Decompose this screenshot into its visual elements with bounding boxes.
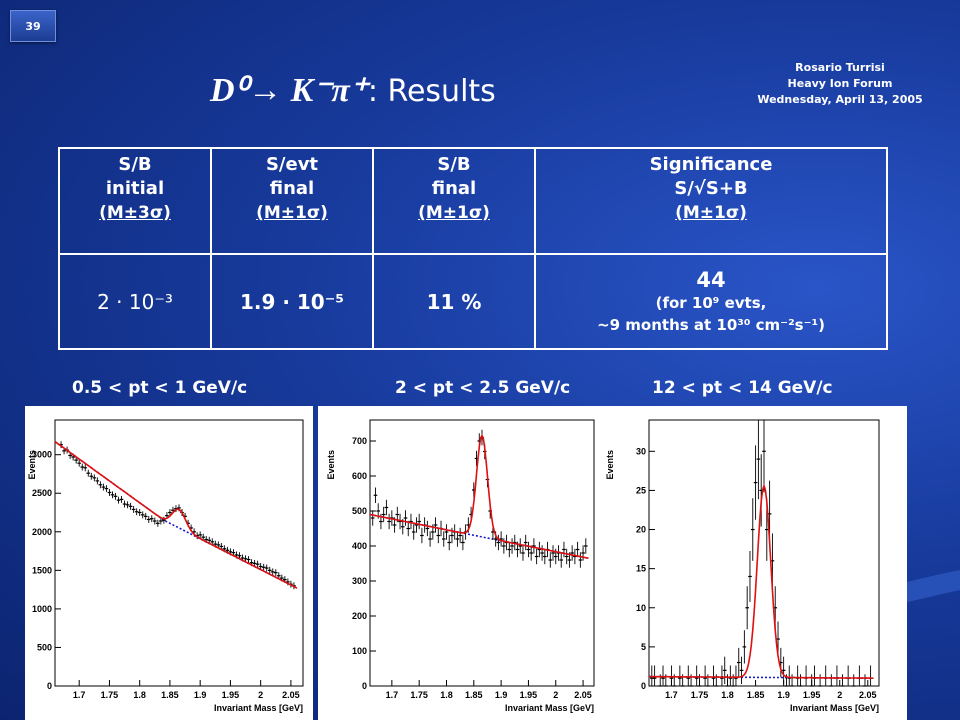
y-tick-label: 500	[352, 506, 367, 516]
header-sb-initial: S/B initial (M±3σ)	[58, 147, 212, 255]
x-tick-label: 2.05	[282, 690, 300, 700]
y-tick-label: 25	[636, 485, 646, 495]
y-tick-label: 2500	[32, 488, 52, 498]
panel-label-1: 0.5 < pt < 1 GeV/c	[72, 378, 248, 398]
x-tick-label: 1.9	[194, 690, 207, 700]
slide-meta: Rosario Turrisi Heavy Ion Forum Wednesda…	[740, 60, 940, 108]
header-line: initial	[105, 178, 165, 199]
value-s-evt-final: 1.9 · 10⁻⁵	[210, 253, 374, 350]
total-fit-line	[369, 433, 589, 559]
mass-plot-mid-pt: 0 100 200 300 400 500 600 700 1.7 1.75 1.8 1.85 1.9 1…	[318, 406, 606, 720]
table-row: 2 · 10⁻³ 1.9 · 10⁻⁵ 11 % 44 (for 10⁹ evt…	[58, 253, 888, 350]
results-table: S/B initial (M±3σ) S/evt final (M±1σ) S/…	[58, 147, 888, 350]
x-axis-label: Invariant Mass [GeV]	[214, 703, 303, 713]
value-significance: 44 (for 10⁹ evts, ~9 months at 10³⁰ cm⁻²…	[534, 253, 888, 350]
header-line: S/√S+B	[674, 178, 748, 199]
date: Wednesday, April 13, 2005	[757, 93, 923, 106]
x-tick-label: 2.05	[859, 690, 877, 700]
x-tick-label: 1.75	[410, 690, 428, 700]
mass-plot-low-pt: 0 500 1000 1500 2000 2500 3000 1.7 1.75 1.8 1.85 1.…	[25, 406, 313, 720]
header-line: (M±1σ)	[418, 203, 490, 223]
total-fit-line	[649, 483, 874, 680]
y-tick-label: 100	[352, 646, 367, 656]
x-tick-label: 1.8	[440, 690, 453, 700]
y-tick-label: 200	[352, 611, 367, 621]
slide-number: 39	[10, 10, 56, 42]
x-tick-label: 1.85	[747, 690, 765, 700]
panel-label-2: 2 < pt < 2.5 GeV/c	[395, 378, 571, 398]
mass-plot-high-pt: 0 5 10 15 20 25 30 1.7 1.75 1.8 1.85 1.9 1.95 2 2.05 In…	[597, 406, 907, 720]
y-tick-label: 700	[352, 436, 367, 446]
y-tick-label: 15	[636, 564, 646, 574]
x-tick-label: 2	[837, 690, 842, 700]
y-tick-label: 400	[352, 541, 367, 551]
title-suffix: : Results	[367, 74, 496, 109]
header-line: (M±3σ)	[99, 203, 171, 223]
y-tick-label: 5	[641, 642, 646, 652]
header-line: (M±1σ)	[675, 203, 747, 223]
y-tick-label: 300	[352, 576, 367, 586]
x-tick-label: 2	[553, 690, 558, 700]
x-axis-label: Invariant Mass [GeV]	[505, 703, 594, 713]
table-header-row: S/B initial (M±3σ) S/evt final (M±1σ) S/…	[58, 147, 888, 255]
title-reaction: D⁰→ K⁻π⁺	[210, 72, 368, 109]
page-title: D⁰→ K⁻π⁺: Results	[210, 70, 496, 110]
y-tick-label: 0	[47, 681, 52, 691]
header-line: Significance	[649, 154, 773, 175]
y-tick-label: 2000	[32, 527, 52, 537]
x-tick-label: 1.95	[520, 690, 538, 700]
header-line: S/B	[437, 154, 471, 175]
x-tick-label: 1.9	[495, 690, 508, 700]
total-fit-line	[54, 440, 298, 589]
y-tick-label: 20	[636, 525, 646, 535]
x-tick-label: 1.75	[101, 690, 119, 700]
x-tick-label: 1.7	[386, 690, 399, 700]
header-sb-final: S/B final (M±1σ)	[372, 147, 536, 255]
header-line: S/B	[118, 154, 152, 175]
x-axis-label: Invariant Mass [GeV]	[790, 703, 879, 713]
x-tick-label: 1.7	[73, 690, 86, 700]
x-tick-label: 1.9	[777, 690, 790, 700]
panel-label-3: 12 < pt < 14 GeV/c	[652, 378, 833, 398]
header-line: final	[269, 178, 315, 199]
y-tick-label: 600	[352, 471, 367, 481]
x-tick-label: 1.8	[133, 690, 146, 700]
significance-note-2: ~9 months at 10³⁰ cm⁻²s⁻¹)	[597, 315, 825, 334]
plot-frame	[54, 419, 304, 687]
x-tick-label: 1.95	[803, 690, 821, 700]
x-tick-label: 1.75	[691, 690, 709, 700]
significance-note-1: (for 10⁹ evts,	[655, 293, 767, 312]
header-s-evt-final: S/evt final (M±1σ)	[210, 147, 374, 255]
y-tick-label: 1000	[32, 604, 52, 614]
header-significance: Significance S/√S+B (M±1σ)	[534, 147, 888, 255]
plot-frame	[369, 419, 595, 687]
y-tick-label: 0	[641, 681, 646, 691]
value-sb-initial: 2 · 10⁻³	[58, 253, 212, 350]
x-tick-label: 1.85	[465, 690, 483, 700]
significance-number: 44	[696, 267, 726, 292]
x-tick-label: 1.8	[721, 690, 734, 700]
x-tick-label: 2	[258, 690, 263, 700]
y-axis-label: Events	[27, 450, 37, 480]
event-name: Heavy Ion Forum	[787, 77, 893, 90]
y-tick-label: 0	[362, 681, 367, 691]
y-tick-label: 30	[636, 446, 646, 456]
y-axis-label: Events	[326, 450, 336, 480]
y-tick-label: 3000	[32, 450, 52, 460]
x-tick-label: 2.05	[574, 690, 592, 700]
author: Rosario Turrisi	[795, 61, 885, 74]
y-tick-label: 10	[636, 603, 646, 613]
header-line: final	[431, 178, 477, 199]
y-axis-label: Events	[605, 450, 615, 480]
header-line: (M±1σ)	[256, 203, 328, 223]
y-tick-label: 500	[37, 642, 52, 652]
header-line: S/evt	[265, 154, 319, 175]
x-tick-label: 1.85	[161, 690, 179, 700]
value-sb-final: 11 %	[372, 253, 536, 350]
y-tick-label: 1500	[32, 565, 52, 575]
x-tick-label: 1.95	[222, 690, 240, 700]
x-tick-label: 1.7	[665, 690, 678, 700]
